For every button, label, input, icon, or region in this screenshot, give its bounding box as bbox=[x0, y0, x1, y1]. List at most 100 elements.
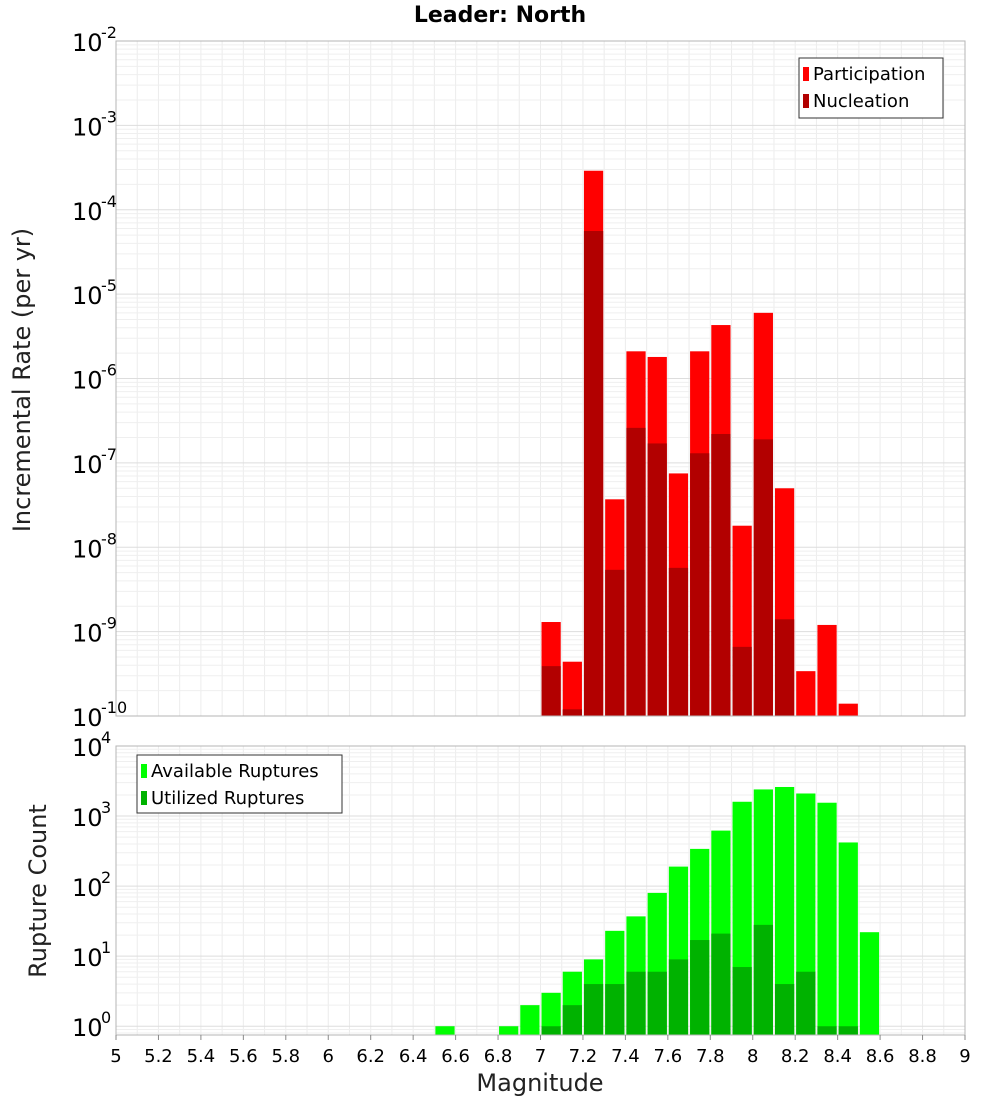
x-tick-label: 5.4 bbox=[187, 1046, 216, 1067]
rate-legend: Participation Nucleation bbox=[798, 57, 944, 119]
count-bar bbox=[774, 786, 795, 1035]
rate-bar bbox=[541, 666, 561, 716]
count-y-tick-label: 10 bbox=[72, 734, 103, 762]
x-ticks: 5 5.2 5.4 5.6 5.8 6 6.2 6.4 6.6 6.8 7 7.2 7.4 7.6 7.8 8… bbox=[110, 1035, 971, 1067]
rate-legend-label: Nucleation bbox=[813, 91, 909, 112]
rate-series-nucleation bbox=[541, 230, 795, 716]
count-bar bbox=[562, 1005, 582, 1035]
x-tick-label: 6 bbox=[323, 1046, 334, 1067]
count-legend-swatch bbox=[141, 791, 147, 805]
x-tick-label: 5.2 bbox=[144, 1046, 173, 1067]
x-tick-label: 8.6 bbox=[866, 1046, 895, 1067]
count-series-utilized-ruptures bbox=[541, 924, 858, 1035]
rate-bar bbox=[817, 624, 837, 716]
count-bar bbox=[626, 971, 646, 1035]
count-legend: Available Ruptures Utilized Ruptures bbox=[136, 754, 343, 814]
x-tick-label: 6.4 bbox=[399, 1046, 428, 1067]
count-legend-label: Available Ruptures bbox=[151, 761, 319, 782]
x-tick-label: 5.8 bbox=[271, 1046, 300, 1067]
x-tick-label: 7.2 bbox=[569, 1046, 598, 1067]
x-tick-label: 5 bbox=[110, 1046, 121, 1067]
count-bar bbox=[817, 1026, 837, 1035]
rate-bar bbox=[796, 671, 816, 716]
rate-bar bbox=[647, 443, 667, 716]
count-y-tick-exponent: 0 bbox=[101, 1008, 111, 1027]
count-bar bbox=[838, 842, 858, 1035]
x-tick-label: 8.8 bbox=[908, 1046, 937, 1067]
count-bar bbox=[690, 940, 710, 1035]
chart-title: Leader: North bbox=[414, 3, 586, 28]
count-bar bbox=[774, 984, 795, 1035]
y-axis-label-rate: Incremental Rate (per yr) bbox=[8, 228, 36, 532]
rate-y-tick-exponent: -2 bbox=[101, 23, 117, 42]
count-bar bbox=[520, 1005, 540, 1035]
count-bar bbox=[647, 971, 667, 1035]
x-tick-label: 6.8 bbox=[484, 1046, 513, 1067]
count-bar bbox=[583, 984, 604, 1035]
rate-y-tick-exponent: -5 bbox=[101, 276, 117, 295]
rate-legend-swatch bbox=[803, 67, 809, 81]
count-bar bbox=[711, 933, 731, 1035]
rate-bar bbox=[668, 567, 689, 716]
rate-y-tick-exponent: -8 bbox=[101, 529, 117, 548]
count-bar bbox=[541, 992, 561, 1035]
x-tick-label: 8.2 bbox=[781, 1046, 810, 1067]
x-tick-label: 5.6 bbox=[229, 1046, 258, 1067]
x-tick-label: 6.6 bbox=[441, 1046, 470, 1067]
rate-bar bbox=[732, 646, 752, 716]
rate-grid bbox=[115, 40, 966, 717]
rate-y-tick-label: 10 bbox=[72, 29, 103, 57]
rate-legend-swatch bbox=[803, 94, 809, 108]
rate-bar bbox=[711, 433, 731, 716]
rate-y-tick-label: 10 bbox=[72, 367, 103, 395]
rate-legend-label: Participation bbox=[813, 64, 925, 85]
rate-y-tick-exponent: -9 bbox=[101, 614, 117, 633]
rate-y-tick-exponent: -4 bbox=[101, 192, 117, 211]
count-y-tick-exponent: 3 bbox=[101, 798, 111, 817]
rate-y-tick-exponent: -7 bbox=[101, 445, 117, 464]
x-tick-label: 7.6 bbox=[654, 1046, 683, 1067]
count-bar bbox=[499, 1026, 519, 1035]
rate-y-tick-label: 10 bbox=[72, 451, 103, 479]
count-bar bbox=[435, 1026, 455, 1035]
rate-bar bbox=[583, 230, 604, 716]
x-tick-label: 7.8 bbox=[696, 1046, 725, 1067]
rate-y-tick-label: 10 bbox=[72, 704, 103, 732]
count-legend-box bbox=[136, 754, 343, 814]
x-tick-label: 7 bbox=[535, 1046, 546, 1067]
count-y-tick-exponent: 4 bbox=[101, 728, 111, 747]
count-bar bbox=[732, 967, 752, 1035]
rate-y-tick-label: 10 bbox=[72, 620, 103, 648]
rate-bar bbox=[562, 661, 582, 716]
count-y-tick-label: 10 bbox=[72, 944, 103, 972]
rate-bar bbox=[626, 427, 646, 716]
count-y-tick-label: 10 bbox=[72, 874, 103, 902]
x-axis-label: Magnitude bbox=[476, 1069, 603, 1097]
y-axis-label-count: Rupture Count bbox=[24, 804, 52, 978]
count-y-tick-label: 10 bbox=[72, 804, 103, 832]
rate-panel: 10-1010-910-810-710-610-510-410-310-2Par… bbox=[72, 23, 966, 732]
rate-y-tick-exponent: -3 bbox=[101, 107, 117, 126]
rate-bar bbox=[753, 439, 773, 716]
count-bar bbox=[796, 971, 816, 1035]
count-bar bbox=[859, 932, 880, 1035]
count-bar bbox=[668, 959, 689, 1035]
rate-y-tick-label: 10 bbox=[72, 113, 103, 141]
count-bar bbox=[838, 1026, 858, 1035]
count-y-tick-exponent: 1 bbox=[101, 938, 111, 957]
rate-y-tick-label: 10 bbox=[72, 535, 103, 563]
count-legend-swatch bbox=[141, 764, 147, 778]
count-y-tick-label: 10 bbox=[72, 1014, 103, 1042]
count-bar bbox=[753, 924, 773, 1035]
rate-bar bbox=[690, 453, 710, 716]
x-tick-label: 6.2 bbox=[356, 1046, 385, 1067]
rate-y-tick-exponent: -10 bbox=[101, 698, 127, 717]
rate-bar bbox=[838, 703, 858, 716]
count-y-tick-exponent: 2 bbox=[101, 868, 111, 887]
x-tick-label: 8 bbox=[747, 1046, 758, 1067]
rate-y-tick-label: 10 bbox=[72, 282, 103, 310]
